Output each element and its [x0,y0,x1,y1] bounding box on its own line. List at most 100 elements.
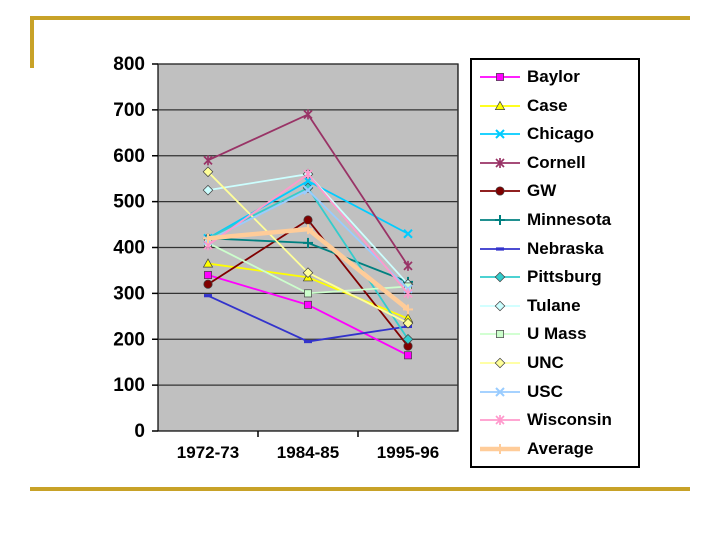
legend-key-icon-case [480,100,520,110]
marker-unc [402,317,414,329]
marker-usc-legend [495,386,505,397]
legend-label-gw: GW [527,181,557,201]
legend-item-baylor: Baylor [478,64,638,91]
legend-label-chicago: Chicago [527,124,595,144]
marker-nebraska [204,294,212,298]
y-tick-label: 700 [113,100,145,121]
legend-label-baylor: Baylor [527,67,580,87]
marker-average [203,233,213,244]
marker-unc-legend [494,357,506,369]
legend-key-icon-usc [480,386,520,397]
marker-unc [202,166,214,178]
marker-chicago [403,229,413,239]
legend-item-tulane: Tulane [478,292,638,319]
marker-gw [203,279,213,289]
legend-item-unc: UNC [478,350,638,377]
marker-tulane [202,184,214,196]
y-tick-label: 800 [113,54,145,75]
x-axis-label: 1972-73 [177,443,239,462]
legend-item-chicago: Chicago [478,121,638,148]
y-tick-label: 500 [113,192,145,213]
x-axis-label: 1995-96 [377,443,439,462]
marker-minnesota [303,237,313,248]
legend-label-pittsburg: Pittsburg [527,267,602,287]
marker-minnesota-legend [495,215,505,226]
marker-case [202,258,214,268]
bottom-accent-line [30,487,690,491]
legend-key-icon-nebraska [480,247,520,251]
y-tick-label: 600 [113,146,145,167]
marker-pittsburg-legend [494,271,506,283]
marker-wisconsin [403,288,413,299]
marker-u-mass-legend [496,330,504,339]
legend-key-icon-average [480,443,520,454]
chart-legend: Baylor Case Chicago Cornell GW Minnesota Nebra… [470,58,640,468]
marker-chicago-legend [495,129,505,139]
y-tick-label: 0 [134,421,145,442]
marker-baylor [304,300,312,309]
marker-baylor-legend [496,73,504,82]
legend-key-icon-baylor [480,73,520,82]
marker-average [403,304,413,315]
marker-cornell [203,155,213,166]
legend-label-unc: UNC [527,353,564,373]
legend-item-wisconsin: Wisconsin [478,407,638,434]
legend-key-icon-minnesota [480,215,520,226]
legend-item-average: Average [478,435,638,462]
legend-key-icon-tulane [480,300,520,312]
y-tick-label: 100 [113,375,145,396]
marker-baylor [204,271,212,279]
y-tick-label: 300 [113,283,145,304]
y-tick-label: 400 [113,238,145,259]
legend-label-case: Case [527,95,568,115]
legend-key-icon-chicago [480,129,520,139]
marker-baylor [404,351,412,360]
x-axis-label: 1984-85 [277,443,339,462]
marker-unc [302,267,314,279]
marker-cornell-legend [495,157,505,168]
left-corner-accent-line [30,16,34,68]
marker-cornell [303,109,313,120]
legend-item-pittsburg: Pittsburg [478,264,638,291]
legend-label-usc: USC [527,381,563,401]
legend-label-minnesota: Minnesota [527,210,612,230]
legend-item-u-mass: U Mass [478,321,638,348]
legend-item-minnesota: Minnesota [478,207,638,234]
legend-key-icon-cornell [480,157,520,168]
top-accent-line [30,16,690,20]
legend-key-icon-unc [480,357,520,369]
marker-wisconsin [303,169,313,180]
legend-label-nebraska: Nebraska [527,238,604,258]
marker-u-mass [304,289,312,298]
y-tick-label: 200 [113,329,145,350]
legend-item-nebraska: Nebraska [478,235,638,262]
marker-pittsburg [402,333,414,345]
marker-average [303,224,313,235]
legend-item-case: Case [478,92,638,119]
legend-item-gw: GW [478,178,638,205]
marker-nebraska-legend [496,247,504,251]
marker-wisconsin-legend [495,415,505,426]
marker-gw [303,215,313,225]
legend-label-u-mass: U Mass [527,324,587,344]
marker-nebraska [304,339,312,344]
legend-key-icon-pittsburg [480,271,520,283]
legend-key-icon-gw [480,186,520,197]
marker-average-legend [495,443,505,454]
marker-gw-legend [495,186,505,197]
legend-label-tulane: Tulane [527,295,581,315]
marker-case-legend [494,100,506,110]
legend-label-cornell: Cornell [527,152,586,172]
legend-item-cornell: Cornell [478,149,638,176]
marker-usc [303,185,313,195]
legend-label-average: Average [527,438,594,458]
legend-key-icon-wisconsin [480,415,520,426]
legend-label-wisconsin: Wisconsin [527,410,612,430]
marker-tulane-legend [494,300,506,312]
legend-key-icon-u-mass [480,330,520,339]
marker-cornell [403,260,413,271]
legend-item-usc: USC [478,378,638,405]
